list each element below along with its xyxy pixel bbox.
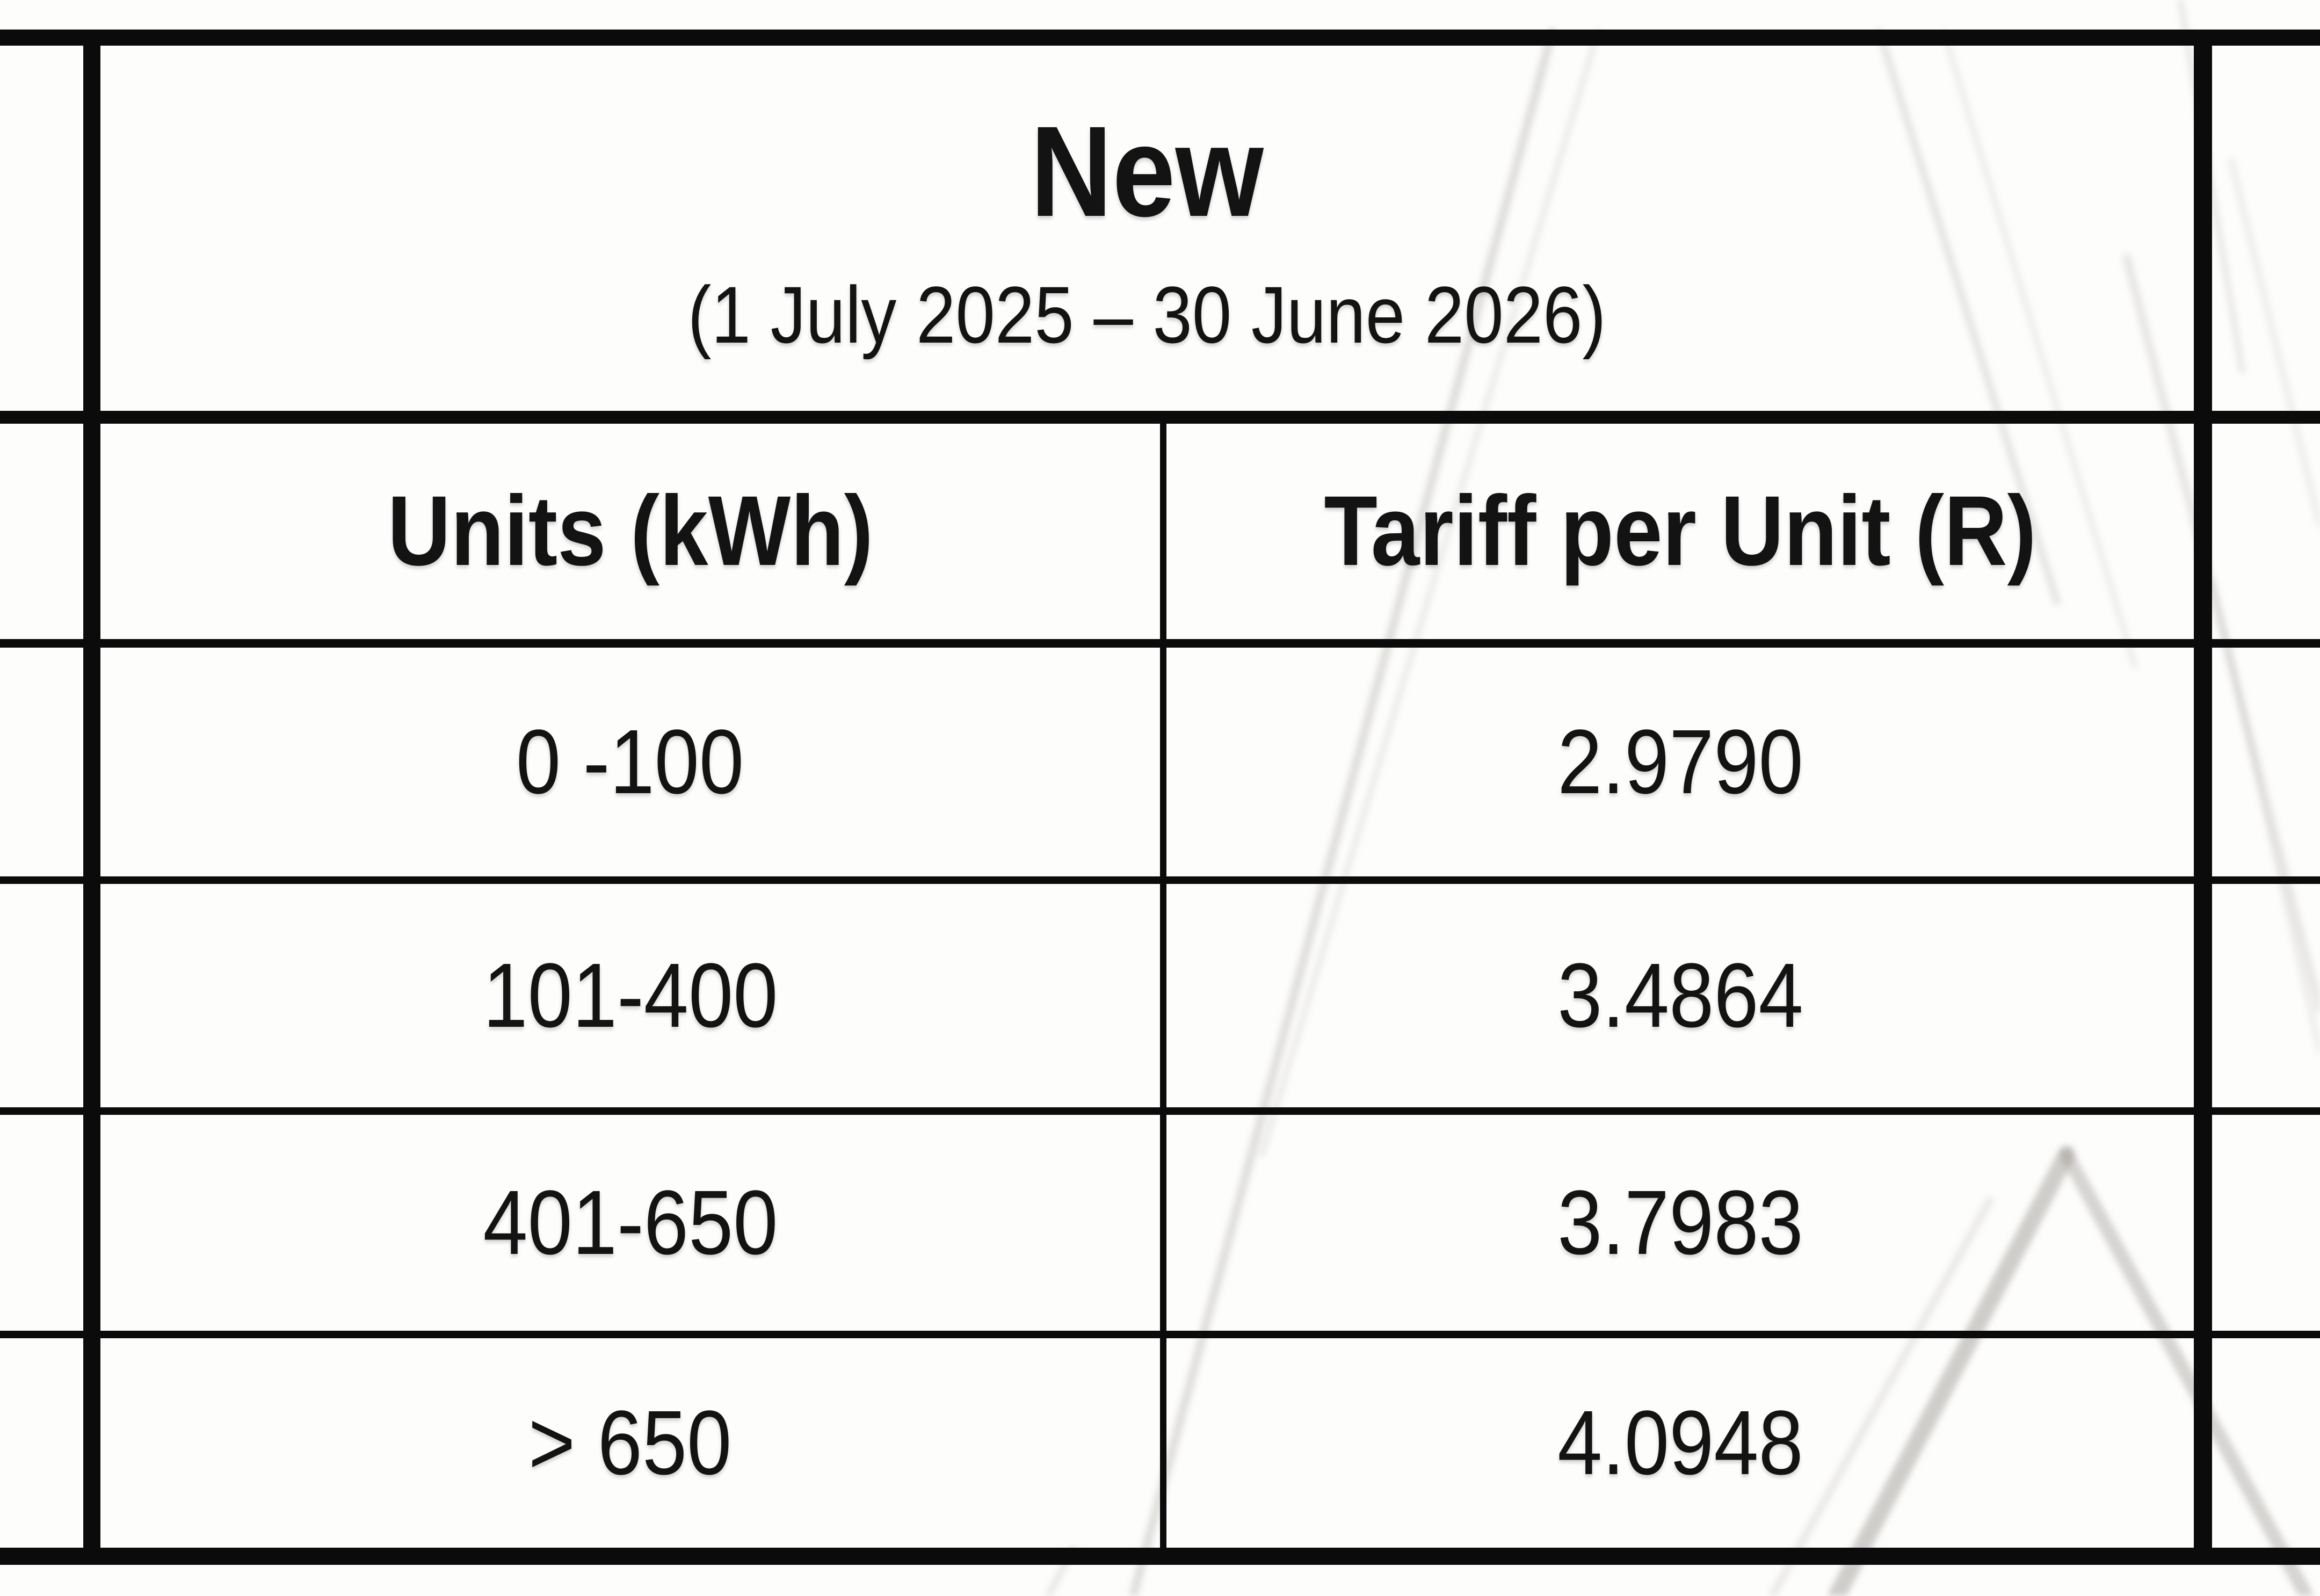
- units-cell-row-4: > 650: [100, 1338, 1160, 1548]
- tariff-cell-row-4: 4.0948: [1166, 1338, 2194, 1548]
- tariff-cell-row-3: 3.7983: [1166, 1115, 2194, 1331]
- units-value: 0 -100: [516, 711, 744, 813]
- tariff-cell-row-2: 3.4864: [1166, 884, 2194, 1107]
- column-header-tariff-label: Tariff per Unit (R): [1324, 476, 2036, 586]
- table-title: New: [1030, 99, 1264, 243]
- units-cell-row-2: 101-400: [100, 884, 1160, 1107]
- column-header-tariff: Tariff per Unit (R): [1166, 424, 2194, 639]
- table-left-border: [83, 30, 100, 1565]
- column-header-units: Units (kWh): [100, 424, 1160, 639]
- column-divider: [1160, 411, 1166, 1565]
- tariff-value: 3.7983: [1557, 1172, 1803, 1274]
- table-right-border: [2194, 30, 2212, 1565]
- column-header-units-label: Units (kWh): [387, 476, 873, 586]
- units-value: 101-400: [482, 945, 778, 1047]
- units-value: 401-650: [482, 1172, 778, 1274]
- tariff-value: 3.4864: [1557, 945, 1803, 1047]
- table-header-merged-cell: New (1 July 2025 – 30 June 2026): [100, 46, 2194, 411]
- tariff-value: 2.9790: [1557, 711, 1803, 813]
- units-cell-row-3: 401-650: [100, 1115, 1160, 1331]
- table-top-border: [0, 30, 2320, 46]
- tariff-cell-row-1: 2.9790: [1166, 648, 2194, 876]
- units-value: > 650: [528, 1392, 732, 1494]
- units-cell-row-1: 0 -100: [100, 648, 1160, 876]
- table-subtitle: (1 July 2025 – 30 June 2026): [688, 270, 1606, 360]
- tariff-value: 4.0948: [1557, 1392, 1803, 1494]
